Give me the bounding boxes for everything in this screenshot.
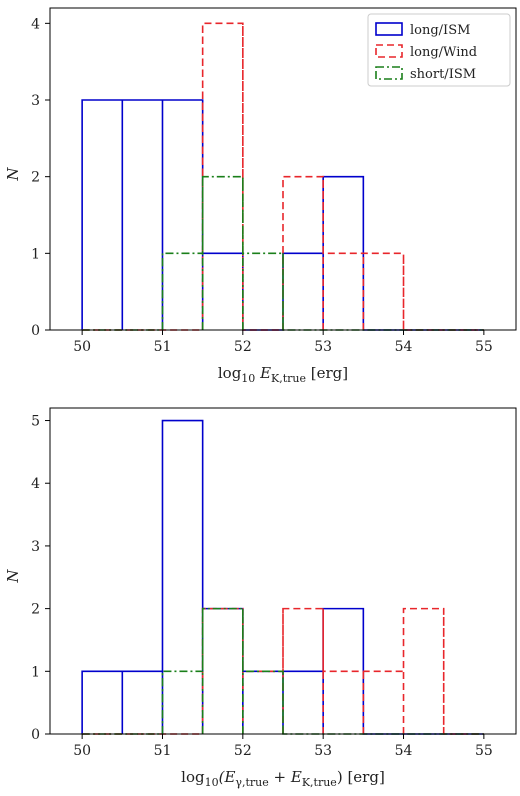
y-tick-label: 0 bbox=[31, 727, 40, 743]
x-tick-label: 50 bbox=[73, 339, 91, 355]
legend-swatch bbox=[375, 44, 403, 58]
x-tick-label: 54 bbox=[395, 339, 413, 355]
x-tick-label: 53 bbox=[314, 743, 332, 759]
legend: long/ISM long/Wind short/ISM bbox=[367, 13, 511, 87]
y-tick-label: 1 bbox=[31, 246, 40, 262]
series-short-ism-histogram bbox=[82, 607, 484, 735]
x-axis-label: log10(Eγ,true + EK,true) [erg] bbox=[181, 768, 385, 789]
x-tick-label: 55 bbox=[475, 339, 493, 355]
legend-entry-label: long/ISM bbox=[410, 23, 470, 38]
legend-entry-label: short/ISM bbox=[410, 67, 476, 82]
x-axis-label: log10 EK,true [erg] bbox=[218, 364, 348, 385]
legend-swatch bbox=[375, 22, 403, 36]
series-short-ism-histogram bbox=[82, 175, 484, 331]
y-tick-label: 2 bbox=[31, 170, 40, 186]
y-tick-label: 5 bbox=[31, 414, 40, 430]
x-tick-label: 50 bbox=[73, 743, 91, 759]
y-tick-label: 1 bbox=[31, 664, 40, 680]
x-tick-label: 53 bbox=[314, 339, 332, 355]
x-tick-label: 51 bbox=[154, 743, 172, 759]
x-tick-label: 52 bbox=[234, 339, 252, 355]
x-tick-label: 51 bbox=[154, 339, 172, 355]
y-tick-label: 3 bbox=[31, 539, 40, 555]
x-tick-label: 55 bbox=[475, 743, 493, 759]
x-tick-label: 54 bbox=[395, 743, 413, 759]
y-axis-label: N bbox=[4, 569, 22, 584]
y-tick-label: 4 bbox=[31, 476, 40, 492]
y-tick-label: 4 bbox=[31, 16, 40, 32]
legend-box bbox=[367, 13, 511, 87]
y-tick-label: 3 bbox=[31, 93, 40, 109]
plot-frame bbox=[49, 7, 517, 331]
legend-entry-label: long/Wind bbox=[410, 45, 477, 60]
y-tick-label: 2 bbox=[31, 602, 40, 618]
series-long-wind-histogram bbox=[82, 22, 484, 331]
plot-frame bbox=[49, 407, 517, 735]
legend-swatch bbox=[375, 66, 403, 80]
y-tick-label: 0 bbox=[31, 323, 40, 339]
x-tick-label: 52 bbox=[234, 743, 252, 759]
y-axis-label: N bbox=[4, 167, 22, 182]
